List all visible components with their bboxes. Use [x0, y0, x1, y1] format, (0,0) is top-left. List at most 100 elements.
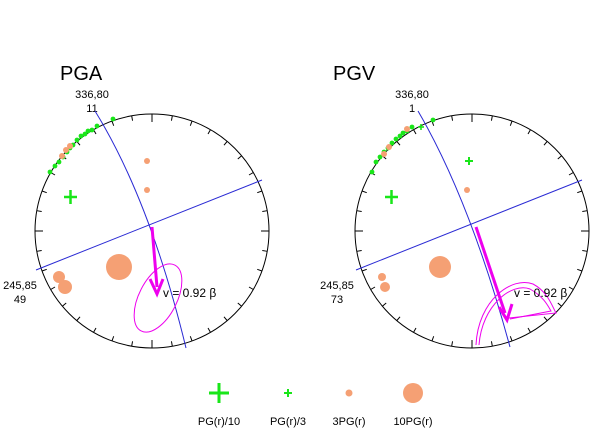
panel-title: PGV	[333, 63, 376, 85]
data-point	[393, 136, 399, 142]
tick-mark	[582, 249, 588, 252]
tick-mark	[577, 190, 583, 194]
legend-label: PG(r)/3	[270, 416, 306, 428]
left-label-value: 73	[331, 294, 343, 306]
data-point	[144, 158, 150, 164]
panel-pga: PGA 336,80 11 245,85 49	[3, 63, 270, 349]
orange-points	[378, 126, 470, 292]
tick-mark	[451, 115, 454, 121]
tick-mark	[568, 286, 574, 290]
tick-mark	[170, 115, 173, 121]
nodal-plane-2	[35, 179, 263, 271]
tick-mark	[36, 210, 42, 213]
arrow-head	[148, 278, 165, 298]
data-point	[67, 143, 73, 149]
data-point	[85, 128, 91, 134]
data-point	[110, 116, 116, 122]
legend-large-green-cross	[209, 383, 229, 403]
tick-mark	[568, 172, 574, 176]
tick-mark	[76, 316, 81, 321]
legend-label: PG(r)/10	[198, 416, 240, 428]
tick-mark	[62, 302, 67, 307]
panel-title: PGA	[60, 63, 103, 85]
legend-label: 3PG(r)	[333, 416, 366, 428]
data-point	[386, 144, 392, 150]
data-point	[464, 187, 470, 193]
tick-mark	[413, 129, 417, 135]
tick-mark	[577, 268, 583, 272]
tick-mark	[361, 268, 367, 272]
tick-mark	[451, 341, 454, 347]
tick-mark	[111, 120, 115, 126]
tick-mark	[41, 268, 47, 272]
tick-mark	[356, 210, 362, 213]
tick-mark	[262, 210, 268, 213]
tick-mark	[557, 155, 562, 160]
tick-mark	[370, 286, 376, 290]
data-point	[106, 254, 132, 280]
data-point	[377, 154, 383, 160]
velocity-label: v = 0.92 β	[163, 286, 216, 300]
nodal-plane-1	[94, 110, 187, 349]
left-label-azimuth: 245,85	[320, 280, 354, 292]
tick-mark	[207, 327, 211, 333]
data-point	[404, 126, 410, 132]
tick-mark	[557, 302, 562, 307]
data-point	[373, 159, 379, 165]
data-point	[59, 153, 65, 159]
nodal-plane-2	[355, 179, 583, 271]
left-label-azimuth: 245,85	[3, 280, 37, 292]
legend-small-orange-dot	[345, 389, 353, 397]
velocity-label: v = 0.92 β	[514, 286, 567, 300]
legend-small-green-cross	[284, 389, 292, 397]
tick-mark	[361, 190, 367, 194]
tick-mark	[207, 129, 211, 135]
data-point	[78, 133, 84, 139]
top-label-value: 1	[409, 103, 415, 115]
tick-mark	[41, 190, 47, 194]
tick-mark	[356, 249, 362, 252]
rupture-direction-arrow	[150, 226, 159, 288]
tick-mark	[111, 336, 115, 342]
data-point	[409, 124, 415, 130]
tick-mark	[223, 141, 228, 146]
legend-label: 10PG(r)	[393, 416, 432, 428]
data-point	[89, 127, 95, 133]
tick-mark	[509, 120, 513, 126]
orange-points	[53, 143, 150, 294]
tick-mark	[237, 302, 242, 307]
tick-mark	[396, 316, 401, 321]
data-point	[378, 273, 386, 281]
uncertainty-loops	[475, 282, 557, 346]
data-point	[400, 130, 406, 136]
tick-mark	[248, 172, 254, 176]
top-label-value: 11	[86, 103, 97, 115]
tick-mark	[223, 316, 228, 321]
data-point	[381, 151, 387, 157]
data-point	[369, 169, 375, 175]
tick-mark	[93, 327, 97, 333]
tick-mark	[527, 129, 531, 135]
tick-mark	[131, 341, 134, 347]
tick-mark	[382, 302, 387, 307]
green-points	[47, 116, 116, 175]
legend-large-orange-dot	[403, 383, 423, 403]
tick-mark	[189, 120, 193, 126]
tick-mark	[431, 336, 435, 342]
data-point	[52, 163, 58, 169]
tick-mark	[413, 327, 417, 333]
left-label-value: 49	[14, 294, 26, 306]
data-point	[47, 169, 53, 175]
tick-mark	[582, 210, 588, 213]
data-point	[94, 123, 100, 129]
data-point	[74, 137, 80, 143]
tick-mark	[257, 190, 263, 194]
arrow-head	[497, 303, 514, 324]
data-point	[58, 280, 72, 294]
panel-pgv: PGV 336,80 1 245,85 73	[320, 63, 590, 349]
tick-mark	[396, 141, 401, 146]
legend: PG(r)/10 PG(r)/3 3PG(r) 10PG(r)	[198, 383, 433, 428]
tick-mark	[543, 141, 548, 146]
